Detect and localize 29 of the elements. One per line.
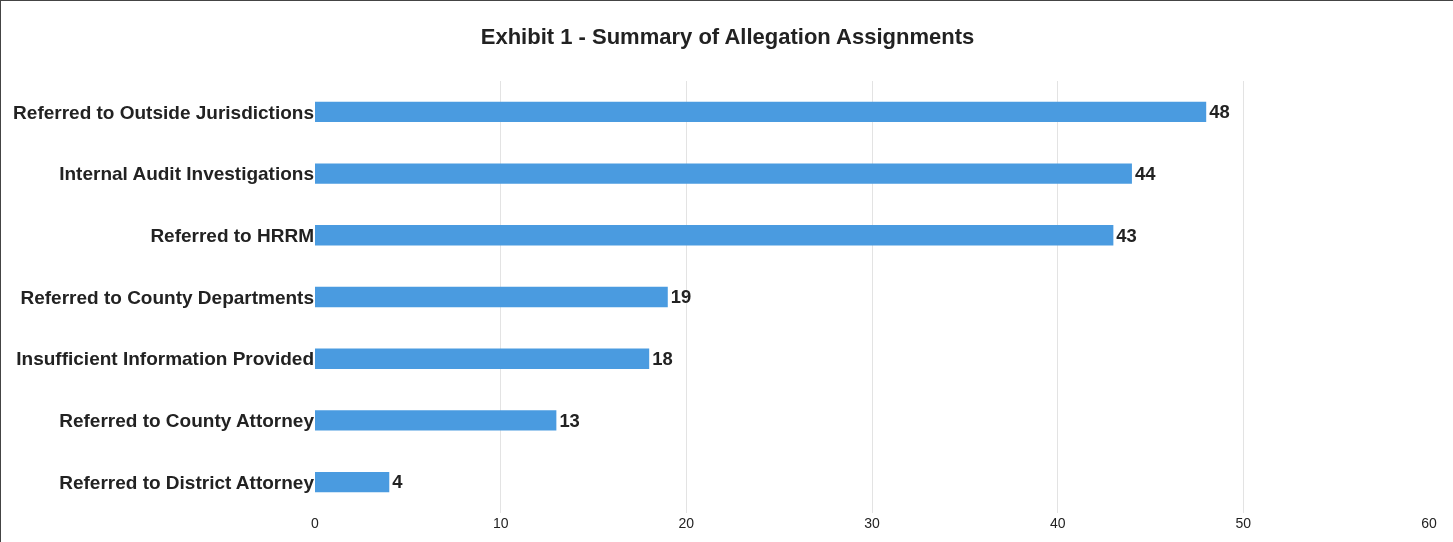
x-tick-label: 40 — [1049, 515, 1066, 531]
data-label: 4 — [392, 471, 404, 493]
bar — [315, 348, 650, 369]
y-tick-label: Insufficient Information Provided — [16, 348, 314, 370]
x-tick-label: 20 — [678, 515, 695, 531]
x-tick-label: 30 — [864, 515, 880, 531]
y-tick-label: Referred to County Departments — [20, 286, 314, 308]
y-tick-label: Referred to County Attorney — [59, 410, 315, 432]
y-tick-label: Referred to District Attorney — [59, 471, 315, 493]
x-tick-label: 60 — [1421, 515, 1437, 531]
data-label: 19 — [670, 286, 692, 308]
data-label: 18 — [652, 348, 673, 370]
chart-title: Exhibit 1 - Summary of Allegation Assignments — [480, 23, 975, 49]
data-label: 13 — [559, 409, 580, 431]
bar — [315, 410, 557, 431]
data-label: 43 — [1116, 224, 1137, 246]
bar — [315, 101, 1207, 123]
bar — [315, 471, 390, 493]
x-tick-label: 0 — [311, 515, 320, 531]
bar — [315, 225, 1114, 246]
y-tick-label: Referred to HRRM — [150, 224, 314, 246]
bar — [315, 286, 668, 308]
x-tick-label: 10 — [492, 515, 509, 531]
bar — [315, 163, 1132, 184]
y-tick-label: Internal Audit Investigations — [59, 163, 314, 185]
x-tick-label: 50 — [1235, 515, 1252, 531]
data-label: 48 — [1209, 101, 1230, 123]
data-label: 44 — [1134, 162, 1157, 184]
y-tick-label: Referred to Outside Jurisdictions — [13, 101, 314, 123]
